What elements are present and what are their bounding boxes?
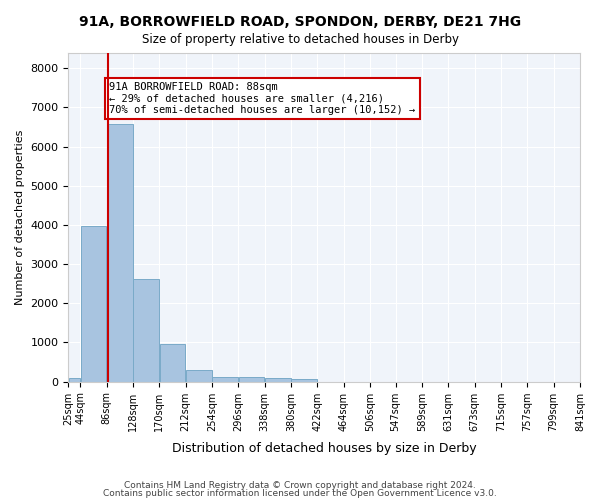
Bar: [212, 376, 238, 382]
Text: Size of property relative to detached houses in Derby: Size of property relative to detached ho…: [142, 32, 458, 46]
Bar: [69, 378, 80, 382]
Text: 91A, BORROWFIELD ROAD, SPONDON, DERBY, DE21 7HG: 91A, BORROWFIELD ROAD, SPONDON, DERBY, D…: [79, 15, 521, 29]
Text: Contains public sector information licensed under the Open Government Licence v3: Contains public sector information licen…: [103, 488, 497, 498]
Bar: [239, 377, 265, 382]
Text: Contains HM Land Registry data © Crown copyright and database right 2024.: Contains HM Land Registry data © Crown c…: [124, 481, 476, 490]
Bar: [133, 279, 159, 382]
X-axis label: Distribution of detached houses by size in Derby: Distribution of detached houses by size …: [172, 442, 476, 455]
Bar: [160, 344, 185, 382]
Bar: [186, 370, 212, 382]
Bar: [80, 226, 106, 382]
Y-axis label: Number of detached properties: Number of detached properties: [15, 130, 25, 305]
Bar: [265, 378, 290, 382]
Bar: [107, 124, 133, 382]
Bar: [291, 379, 317, 382]
Text: 91A BORROWFIELD ROAD: 88sqm
← 29% of detached houses are smaller (4,216)
70% of : 91A BORROWFIELD ROAD: 88sqm ← 29% of det…: [109, 82, 416, 116]
